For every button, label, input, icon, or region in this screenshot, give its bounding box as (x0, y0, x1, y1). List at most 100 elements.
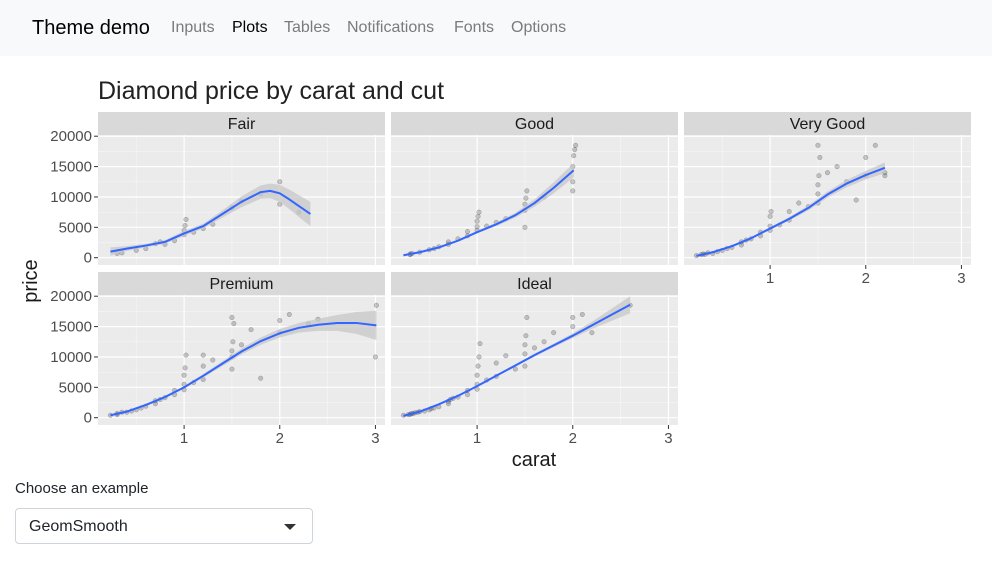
navbar-brand[interactable]: Theme demo (32, 17, 150, 39)
y-tick-label: 0 (84, 250, 92, 267)
data-point (493, 360, 499, 366)
data-point (579, 311, 585, 317)
x-tick-label: 3 (957, 270, 965, 287)
data-point (522, 351, 528, 357)
y-tick-label: 15000 (50, 159, 92, 176)
data-point (524, 188, 530, 194)
data-point (767, 213, 773, 219)
data-point (474, 372, 480, 378)
x-tick-label: 2 (862, 270, 870, 287)
confidence-ribbon-fair (110, 183, 311, 256)
data-point (523, 333, 529, 339)
data-point (183, 352, 189, 358)
y-tick-label: 0 (84, 410, 92, 427)
data-point (464, 392, 471, 398)
facet-panel-very-good (684, 135, 971, 265)
smooth-line-good (403, 169, 575, 257)
data-point (570, 314, 576, 321)
data-point (445, 401, 451, 407)
data-point (231, 321, 237, 327)
data-point (571, 153, 577, 159)
data-point (531, 345, 538, 351)
data-point (570, 188, 576, 194)
data-point (373, 302, 379, 308)
x-tick-label: 1 (766, 270, 774, 287)
nav-item-options[interactable]: Options (511, 19, 567, 36)
data-point (815, 191, 821, 197)
example-select-label: Choose an example (15, 480, 149, 497)
data-point (522, 342, 528, 348)
data-point (503, 353, 509, 359)
data-point (372, 354, 378, 360)
example-select[interactable]: GeomSmooth (15, 508, 313, 544)
data-point (523, 195, 529, 201)
data-point (786, 208, 792, 215)
data-point (512, 366, 518, 372)
data-point (570, 324, 576, 330)
y-tick-label: 20000 (50, 288, 92, 305)
data-point (573, 142, 579, 148)
data-point (882, 173, 888, 179)
nav-item-fonts[interactable]: Fonts (454, 19, 495, 36)
example-select-value: GeomSmooth (29, 518, 128, 535)
data-point (286, 311, 292, 317)
y-tick-label: 10000 (50, 189, 92, 206)
facet-strip-fair (98, 112, 385, 135)
data-point (238, 342, 245, 348)
data-point (476, 354, 482, 360)
data-point (551, 330, 557, 336)
nav-item-inputs[interactable]: Inputs (171, 19, 215, 36)
x-tick-label: 1 (180, 430, 188, 447)
nav-item-notifications[interactable]: Notifications (347, 19, 435, 36)
nav-item-plots[interactable]: Plots (232, 19, 268, 36)
data-point (210, 357, 216, 363)
confidence-ribbon-very-good (696, 162, 885, 257)
smooth-line-ideal (403, 303, 631, 417)
data-point (248, 327, 254, 333)
x-tick-label: 2 (276, 430, 284, 447)
data-point (589, 330, 595, 336)
data-point (200, 363, 206, 369)
smooth-line-premium (110, 321, 377, 417)
y-tick-label: 5000 (59, 379, 92, 396)
data-point (181, 372, 187, 378)
data-point (522, 224, 528, 230)
data-point (524, 314, 530, 321)
data-point (853, 197, 859, 203)
data-point (815, 182, 821, 188)
y-tick-label: 15000 (50, 319, 92, 336)
data-point (474, 224, 480, 230)
y-tick-label: 10000 (50, 349, 92, 366)
facet-label-good: Good (515, 116, 554, 133)
facet-strip-premium (98, 272, 385, 295)
y-tick-label: 20000 (50, 128, 92, 145)
facet-strip-good (391, 112, 678, 135)
data-point (258, 375, 264, 381)
data-point (824, 170, 831, 176)
data-point (230, 339, 236, 345)
y-axis-title: price (20, 259, 42, 302)
data-point (863, 154, 869, 161)
data-point (229, 314, 235, 321)
data-point (768, 208, 774, 215)
data-point (229, 348, 235, 354)
facet-label-premium: Premium (209, 276, 273, 293)
data-point (541, 339, 547, 345)
data-point (182, 365, 188, 371)
data-point (182, 222, 188, 229)
smooth-line-fair (110, 189, 311, 253)
data-point (277, 317, 283, 324)
data-point (464, 229, 471, 235)
data-point (817, 154, 823, 161)
x-tick-label: 3 (371, 430, 379, 447)
facet-strip-very-good (684, 112, 971, 135)
facet-label-fair: Fair (228, 116, 256, 133)
data-point (277, 179, 283, 185)
data-point (475, 213, 481, 219)
facet-label-ideal: Ideal (517, 276, 552, 293)
facet-label-very-good: Very Good (790, 116, 866, 133)
data-point (477, 341, 483, 347)
chart-title: Diamond price by carat and cut (98, 77, 445, 105)
data-point (816, 173, 822, 179)
nav-item-tables[interactable]: Tables (284, 19, 331, 36)
